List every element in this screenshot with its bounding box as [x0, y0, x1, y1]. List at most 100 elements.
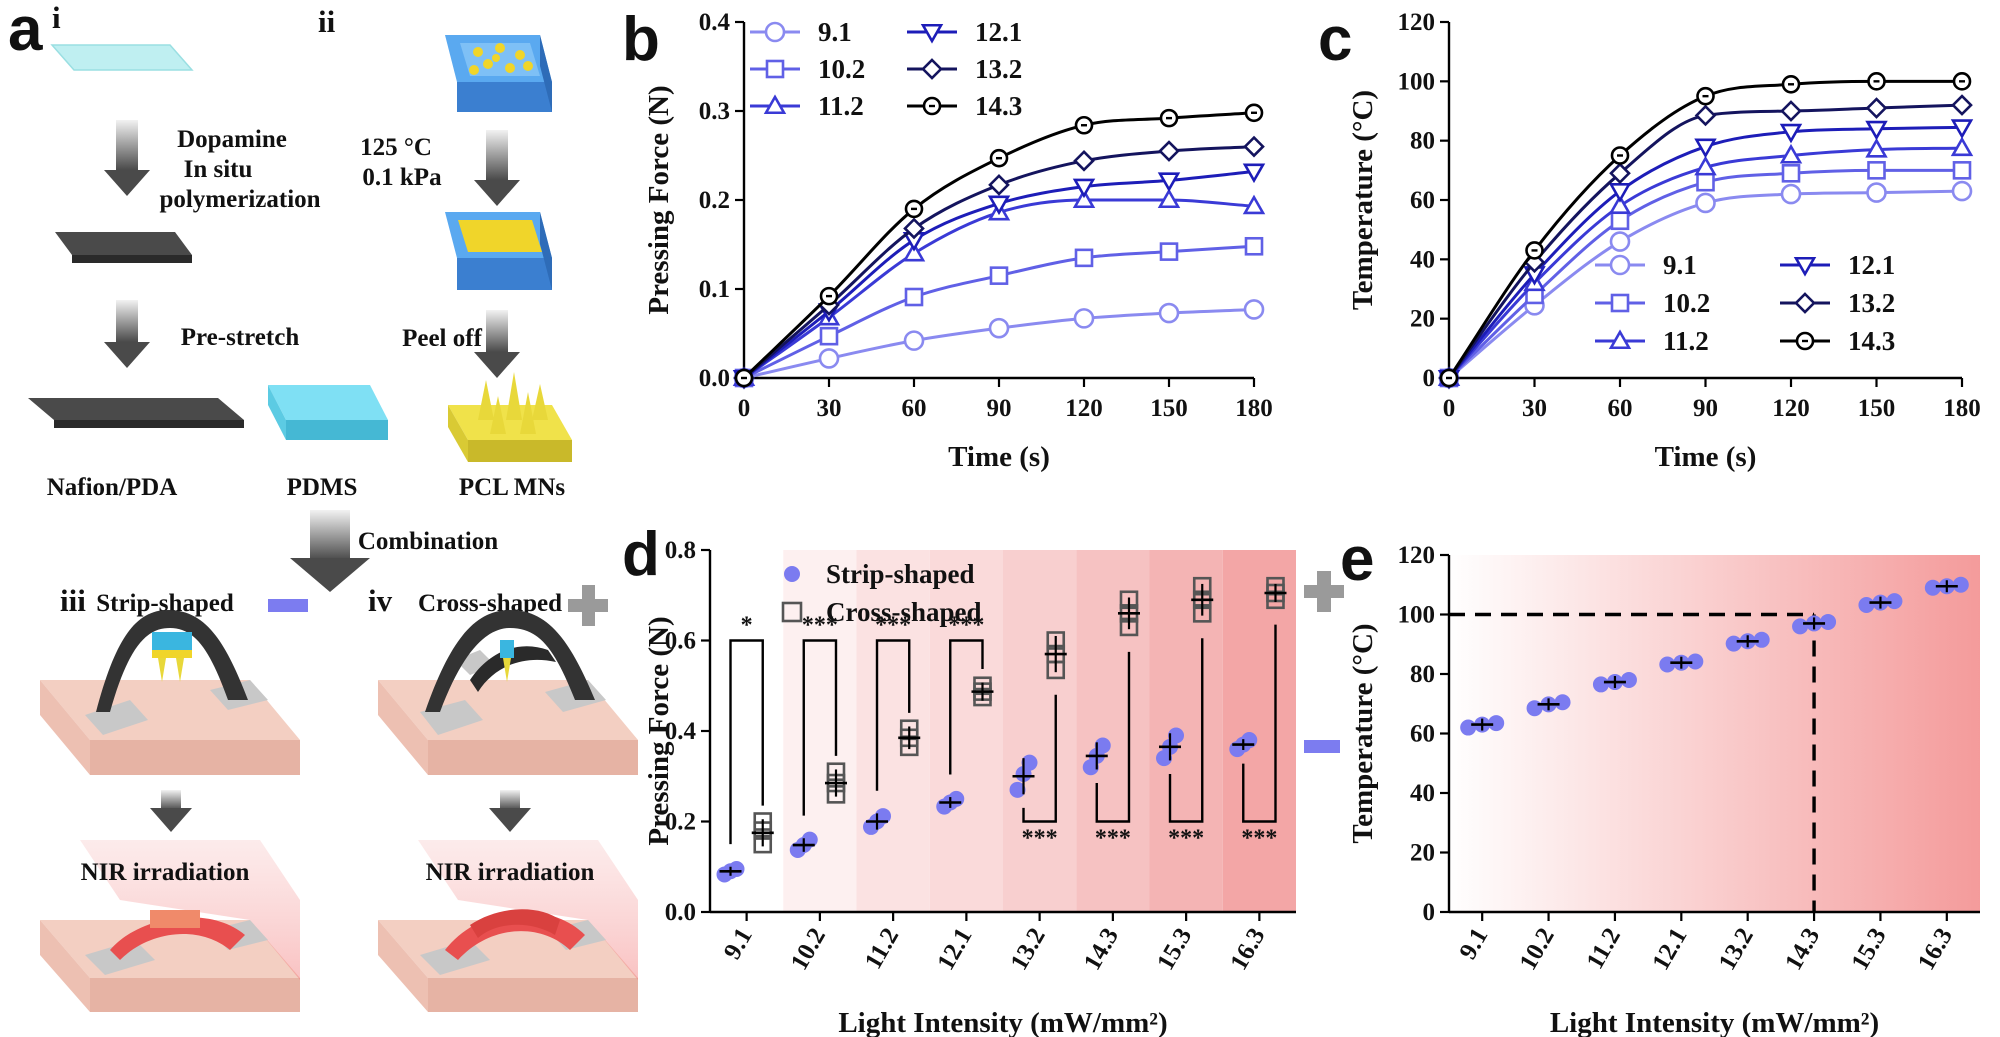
- significance-label-14.3: ***: [1095, 826, 1131, 852]
- significance-label-10.2: ***: [802, 613, 838, 639]
- strip-point-14.3: [1094, 737, 1111, 754]
- data-point-12.1: [1608, 183, 1632, 203]
- y-tick-label: 0.4: [699, 9, 731, 36]
- significance-bracket-14.3: [1095, 651, 1131, 823]
- data-point-12.1: [1157, 172, 1181, 193]
- data-point-11.2: [1694, 155, 1717, 176]
- y-tick-label: 0: [1423, 365, 1436, 392]
- legend-label-11.2: 11.2: [818, 91, 864, 121]
- stretched-strip-illustration: [28, 398, 244, 420]
- temperature-point-15.3: [1886, 593, 1903, 610]
- data-point-9.1: [1866, 182, 1887, 203]
- cross-shaped-symbol: [568, 585, 608, 626]
- legend-marker-10.2: [1610, 293, 1630, 313]
- x-tick-label: 30: [817, 395, 842, 422]
- data-point-9.1: [1158, 302, 1180, 324]
- cross-nir-illustration: [378, 840, 638, 1012]
- y-tick-label: 0.2: [699, 187, 730, 214]
- temperature-point-13.2: [1725, 635, 1742, 652]
- legend-label-9.1: 9.1: [818, 17, 852, 47]
- x-tick-label: 120: [1065, 395, 1103, 422]
- polymerization-label: polymerization: [159, 186, 320, 213]
- y-tick-label: 100: [1398, 68, 1436, 95]
- y-tick-label: 0.0: [665, 899, 696, 926]
- panel-letter-b: b: [622, 5, 660, 74]
- data-point-10.2: [1244, 236, 1264, 256]
- data-point-11.2: [1779, 143, 1803, 164]
- data-point-13.2: [1865, 97, 1888, 119]
- data-point-9.1: [1780, 183, 1802, 205]
- legend-label-cross: Cross-shaped: [826, 597, 982, 627]
- x-tick-label: 11.2: [860, 924, 905, 974]
- mold-with-particles-illustration: [445, 35, 552, 112]
- strip-shaped-side-symbol: [1304, 740, 1340, 753]
- x-tick-label: 13.2: [1006, 924, 1051, 975]
- x-tick-label: 9.1: [719, 924, 758, 965]
- pda-strip-illustration: [55, 232, 192, 255]
- data-point-13.2: [903, 217, 925, 240]
- strip-shaped-symbol: [268, 599, 308, 612]
- step-i-label: i: [52, 0, 61, 35]
- significance-bracket-12.1: [949, 639, 984, 775]
- legend-marker-9.1: [764, 21, 786, 43]
- legend-label-13.2: 13.2: [975, 54, 1022, 84]
- pcl-mns-label: PCL MNs: [459, 474, 566, 501]
- temperature-point-9.1: [1488, 715, 1505, 732]
- in-situ-label: In situ: [184, 156, 253, 183]
- data-point-10.2: [1952, 161, 1972, 180]
- background-gradient: [1449, 555, 1980, 912]
- pressure-condition-label: 0.1 kPa: [362, 164, 442, 191]
- data-point-13.2: [1694, 104, 1717, 127]
- panel-letter-c: c: [1318, 5, 1352, 74]
- x-tick-label: 180: [1235, 395, 1273, 422]
- data-point-9.1: [988, 317, 1010, 339]
- panel-letter-e: e: [1340, 525, 1374, 594]
- y-tick-label: 0.1: [699, 276, 730, 303]
- significance-bracket-11.2: [875, 639, 911, 791]
- temperature-point-11.2: [1620, 671, 1637, 688]
- x-tick-label: 16.3: [1913, 924, 1958, 975]
- data-point-10.2: [1074, 248, 1094, 268]
- data-point-9.1: [1073, 308, 1095, 329]
- y-tick-label: 40: [1410, 246, 1435, 273]
- x-tick-label: 0: [738, 395, 751, 422]
- data-point-12.1: [1242, 163, 1266, 184]
- x-tick-label: 11.2: [1582, 924, 1627, 974]
- nir-irradiation-label-strip: NIR irradiation: [81, 859, 250, 886]
- significance-label-12.1: ***: [948, 613, 984, 639]
- x-tick-label: 9.1: [1454, 924, 1493, 965]
- cross-shaped-side-symbol-v: [1317, 571, 1331, 612]
- data-point-12.1: [1694, 138, 1717, 159]
- strip-point-9.1: [728, 861, 745, 878]
- x-tick-label: 13.2: [1714, 924, 1759, 975]
- data-point-11.2: [1865, 137, 1888, 158]
- data-point-11.2: [1950, 136, 1974, 157]
- x-axis-title: Light Intensity (mW/mm²): [1550, 1007, 1879, 1037]
- data-point-13.2: [1158, 140, 1180, 162]
- data-point-9.1: [903, 330, 925, 351]
- strip-point-10.2: [801, 831, 818, 848]
- pre-stretch-label: Pre-stretch: [181, 324, 300, 351]
- legend-marker-13.2: [1794, 292, 1816, 314]
- nafion-film-illustration: [50, 44, 194, 71]
- cross-shaped-label: Cross-shaped: [418, 590, 562, 617]
- chart-b-pressing-force-vs-time: 0.0 0.1 0.2 0.3 0.4 Time (s) Pressing Force (N…: [643, 9, 1273, 473]
- x-tick-label: 90: [987, 395, 1012, 422]
- x-tick-label: 60: [902, 395, 927, 422]
- background-band: [1003, 550, 1077, 912]
- data-point-12.1: [1779, 123, 1803, 144]
- significance-bracket-16.3: [1242, 624, 1277, 823]
- pdms-label: PDMS: [287, 474, 358, 501]
- data-point-10.2: [1696, 172, 1715, 192]
- pcl-microneedles-illustration: [448, 372, 572, 462]
- x-axis-title: Time (s): [1655, 441, 1757, 473]
- strip-device-illustration: [40, 610, 300, 775]
- nafion-pda-label: Nafion/PDA: [47, 474, 178, 501]
- combination-arrow: [290, 510, 370, 592]
- process-arrow-5: [150, 790, 192, 832]
- data-point-10.2: [989, 266, 1009, 285]
- y-axis-title: Pressing Force (N): [643, 616, 675, 845]
- strip-point-11.2: [875, 808, 892, 825]
- significance-label-11.2: ***: [875, 613, 911, 639]
- chart-e-temperature-vs-intensity: 0 20 40 60 80 100 120 Light Intensity (mW/mm²) T…: [1347, 542, 1980, 1037]
